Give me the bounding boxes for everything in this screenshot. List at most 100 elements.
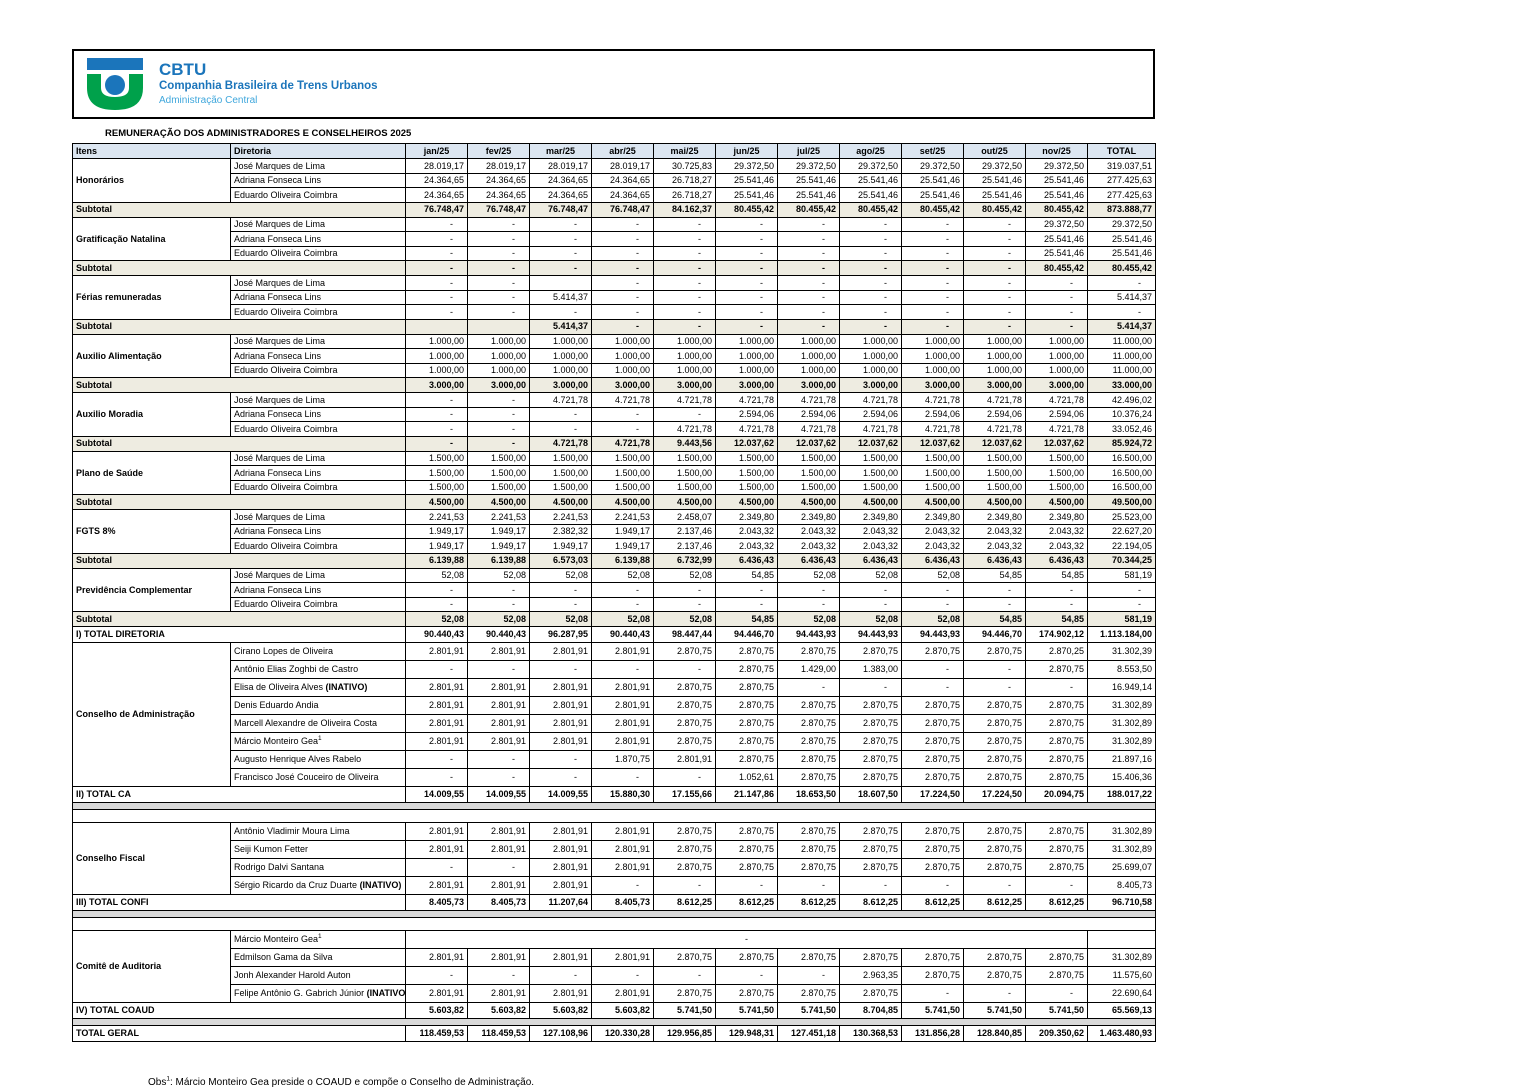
month-value-cell: 2.870,75 — [839, 714, 902, 733]
month-value-cell: - — [591, 245, 654, 261]
month-value-cell: 2.241,53 — [591, 509, 654, 525]
subtotal-value-cell: 3.000,00 — [839, 377, 902, 393]
total-value-cell: 5.603,82 — [529, 1002, 592, 1019]
month-value-cell: 52,08 — [591, 567, 654, 583]
month-value-cell: - — [839, 678, 902, 697]
month-value-cell: 25.541,46 — [1025, 187, 1088, 203]
subtotal-value-cell: 9.443,56 — [653, 435, 716, 452]
month-value-cell: 1.000,00 — [839, 348, 902, 364]
month-value-cell: 25.541,46 — [715, 172, 778, 188]
subtotal-value-cell: 80.455,42 — [1025, 201, 1088, 218]
month-value-cell: - — [405, 275, 468, 291]
month-value-cell: - — [405, 231, 468, 247]
total-value-cell: 17.224,50 — [963, 786, 1026, 803]
subtotal-value-cell: 4.500,00 — [405, 494, 468, 510]
month-value-cell: 1.000,00 — [1025, 348, 1088, 364]
month-value-cell: 29.372,50 — [963, 158, 1026, 174]
month-value-cell: 52,08 — [653, 567, 716, 583]
total-value-cell: 17.155,66 — [653, 786, 716, 803]
month-value-cell: 2.870,75 — [963, 840, 1026, 859]
table-row: Eduardo Oliveira Coimbra - - - - - - - - - -25.541… — [73, 245, 1156, 261]
subtotal-value-cell: 4.721,78 — [591, 435, 654, 452]
month-value-cell: 2.870,75 — [963, 696, 1026, 715]
month-value-cell: 2.870,75 — [901, 858, 964, 877]
month-value-cell: - — [405, 245, 468, 261]
month-value-cell: 2.043,32 — [901, 523, 964, 539]
table-row: Subtotal 4.500,00 4.500,00 4.500,00 4.500,00… — [72, 494, 1156, 510]
month-value-cell: 2.870,75 — [777, 984, 840, 1003]
total-value-cell: 5.603,82 — [467, 1002, 530, 1019]
subtotal-value-cell: - — [715, 260, 778, 276]
month-value-cell: - — [777, 966, 840, 985]
month-value-cell: 2.241,53 — [467, 509, 530, 525]
month-value-cell: - — [1025, 876, 1088, 895]
month-value-cell: 28.019,17 — [529, 158, 592, 174]
month-value-cell: 4.721,78 — [839, 421, 902, 437]
month-value-cell: 1.000,00 — [467, 362, 530, 378]
month-value-cell: 2.870,75 — [901, 696, 964, 715]
subtotal-value-cell: 3.000,00 — [901, 377, 964, 393]
total-value-cell: 90.440,43 — [405, 626, 468, 643]
month-value-cell: 25.541,46 — [777, 187, 840, 203]
month-value-cell: 2.801,91 — [405, 696, 468, 715]
total-value-cell: 33.052,46 — [1087, 421, 1156, 437]
inactive-flag: (INATIVO) — [364, 988, 406, 999]
grand-total-cell: 1.463.480,93 — [1087, 1025, 1156, 1042]
subtotal-value-cell: 4.721,78 — [529, 435, 592, 452]
month-value-cell: 52,08 — [467, 567, 530, 583]
month-value-cell: 2.382,32 — [529, 523, 592, 539]
subtotal-value-cell: 12.037,62 — [963, 435, 1026, 452]
month-value-cell: 2.594,06 — [777, 406, 840, 422]
month-value-cell: 5.414,37 — [529, 289, 592, 305]
month-value-cell: 2.870,75 — [963, 732, 1026, 751]
member-name-cell: Francisco José Couceiro de Oliveira — [230, 768, 406, 787]
month-value-cell: - — [963, 660, 1026, 679]
member-name-cell: José Marques de Lima — [230, 567, 406, 583]
table-row: Marcell Alexandre de Oliveira Costa 2.801… — [73, 714, 1156, 733]
month-value-cell: 2.594,06 — [901, 406, 964, 422]
month-value-cell: - — [653, 660, 716, 679]
month-value-cell: 4.721,78 — [529, 392, 592, 408]
subtotal-value-cell: 52,08 — [777, 611, 840, 627]
month-value-cell: 2.963,35 — [839, 966, 902, 985]
member-name-cell: Adriana Fonseca Lins — [230, 465, 406, 481]
month-value-cell: 1.500,00 — [715, 465, 778, 481]
month-value-cell: 25.541,46 — [1025, 231, 1088, 247]
month-value-cell: 4.721,78 — [715, 392, 778, 408]
month-value-cell: 2.801,91 — [467, 984, 530, 1003]
month-value-cell: 1.500,00 — [405, 479, 468, 495]
total-value-cell: 8.612,25 — [901, 894, 964, 911]
total-value-cell: 31.302,39 — [1087, 642, 1156, 661]
table-row: Eduardo Oliveira Coimbra 24.364,65 24.364,… — [73, 187, 1156, 203]
month-value-cell: 2.349,80 — [1025, 509, 1088, 525]
total-value-cell: 31.302,89 — [1087, 948, 1156, 967]
month-value-cell: - — [715, 289, 778, 305]
month-value-cell: - — [591, 660, 654, 679]
member-name-cell: José Marques de Lima — [230, 450, 406, 466]
month-value-cell: 1.500,00 — [1025, 479, 1088, 495]
month-value-cell: 1.000,00 — [529, 348, 592, 364]
month-value-cell: - — [1025, 678, 1088, 697]
month-value-cell: 1.500,00 — [839, 465, 902, 481]
subtotal-value-cell: 4.500,00 — [901, 494, 964, 510]
total-value-cell: 5.741,50 — [963, 1002, 1026, 1019]
total-value-cell: 42.496,02 — [1087, 392, 1156, 408]
subtotal-value-cell: - — [467, 435, 530, 452]
month-value-cell: 2.870,75 — [1025, 822, 1088, 841]
month-value-cell: 1.500,00 — [839, 479, 902, 495]
month-value-cell: 4.721,78 — [1025, 392, 1088, 408]
subtotal-value-cell: 4.500,00 — [653, 494, 716, 510]
name-superscript: 1 — [318, 933, 322, 941]
month-value-cell: 2.801,91 — [529, 642, 592, 661]
month-value-cell: - — [591, 289, 654, 305]
table-header-row: Itens Diretoria jan/25 fev/25 mar/25 abr/25 ma… — [72, 143, 1156, 159]
total-value-cell: 31.302,89 — [1087, 822, 1156, 841]
total-value-cell: 128.840,85 — [963, 1025, 1026, 1042]
subtotal-value-cell: 12.037,62 — [839, 435, 902, 452]
month-value-cell: 25.541,46 — [715, 187, 778, 203]
month-value-cell: 2.870,75 — [777, 948, 840, 967]
month-value-cell: 2.870,75 — [777, 714, 840, 733]
month-value-cell: 2.870,75 — [653, 732, 716, 751]
member-name-cell: José Marques de Lima — [230, 509, 406, 525]
month-value-cell: - — [405, 768, 468, 787]
